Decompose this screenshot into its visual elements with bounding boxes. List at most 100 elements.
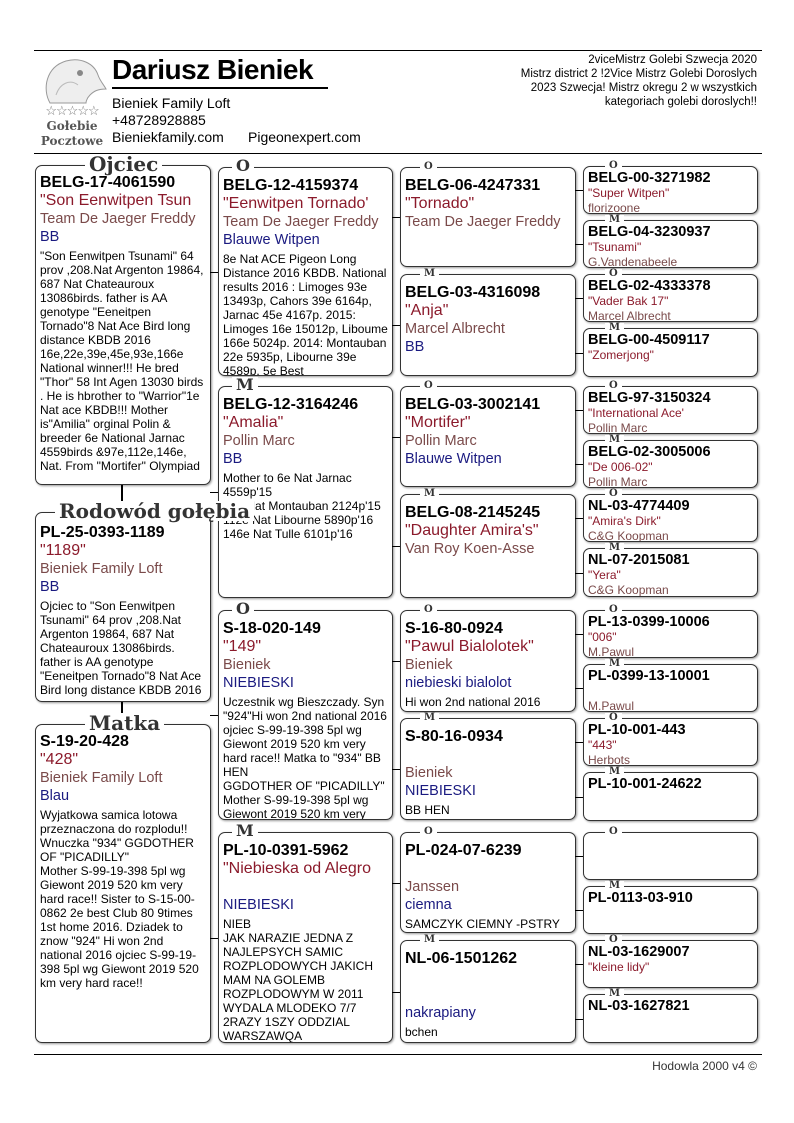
connector-line	[575, 572, 583, 574]
ring-number: BELG-04-3230937	[588, 224, 711, 240]
website-2[interactable]: Pigeonexpert.com	[248, 129, 361, 145]
connector-line	[210, 937, 218, 939]
header-top-rule	[34, 50, 762, 51]
pedigree-card[interactable]: PL-024-07-6239 Janssen ciemna SAMCZYK CIEM…	[400, 832, 576, 933]
breeder-name	[588, 975, 753, 987]
owner-name: Dariusz Bieniek	[112, 54, 314, 85]
achievement-line: kategoriach golebi doroslych!!	[604, 96, 757, 108]
connector-line	[575, 244, 583, 245]
breeder-name: Team De Jaeger Freddy	[223, 214, 379, 230]
breeder-name	[588, 867, 753, 879]
website-1[interactable]: Bieniekfamily.com	[112, 129, 224, 145]
ring-number: PL-25-0393-1189	[40, 524, 165, 541]
pedigree-card[interactable]: BELG-97-3150324 "International Ace' Pollin…	[583, 386, 758, 434]
pedigree-card[interactable]: NL-06-1501262 nakrapiany bchen	[400, 940, 576, 1043]
pigeon-name: "De 006-02"	[588, 460, 653, 474]
pigeon-notes: Wyjatkowa samica lotowa przeznaczona do …	[40, 808, 199, 990]
pedigree-card[interactable]: S-18-020-149 "149" Bieniek NIEBIESKI Uczestn…	[218, 610, 393, 820]
pedigree-card[interactable]: BELG-12-4159374 "Eenwitpen Tornado' Team D…	[218, 167, 393, 376]
card-label: M	[232, 377, 258, 394]
ring-number: BELG-02-4333378	[588, 278, 711, 294]
pedigree-card[interactable]	[583, 832, 758, 880]
breeder-name: C&G Koopman	[588, 583, 669, 597]
connector-line	[575, 634, 583, 635]
card-label: M	[420, 934, 440, 945]
pigeon-name: "Eenwitpen Tornado'	[223, 195, 369, 212]
pigeon-name: "Mortifer"	[405, 414, 471, 431]
connector-line	[392, 436, 400, 438]
ring-number: S-19-20-428	[40, 733, 129, 750]
connector-line	[210, 715, 218, 716]
pedigree-card[interactable]: NL-07-2015081 "Yera" C&G Koopman	[583, 548, 758, 597]
pedigree-card[interactable]: PL-10-0391-5962 "Niebieska od Alegro NIEB…	[218, 832, 393, 1043]
ring-number: NL-03-1627821	[588, 998, 690, 1014]
pigeon-name	[405, 746, 571, 764]
card-label: O	[605, 826, 622, 837]
ring-number: BELG-00-4509117	[588, 332, 710, 348]
card-label: O	[605, 380, 622, 391]
pedigree-card[interactable]: PL-0399-13-10001 M.Pawul	[583, 664, 758, 712]
pedigree-card[interactable]: S-80-16-0934 Bieniek NIEBIESKI BB HEN	[400, 718, 576, 820]
breeder-name: Marcel Albrecht	[588, 309, 671, 322]
plumage-color: niebieski bialolot	[405, 675, 512, 691]
ring-number: PL-10-001-443	[588, 722, 686, 738]
card-label: M	[605, 658, 625, 669]
ring-number: PL-0399-13-10001	[588, 668, 710, 684]
pigeon-notes: NIEB JAK NARAZIE JEDNA Z NAJLEPSYCH SAMI…	[223, 917, 374, 1043]
ring-number: BELG-03-4316098	[405, 284, 541, 301]
pedigree-card[interactable]: BELG-00-3271982 "Super Witpen" florizoone	[583, 166, 758, 214]
ring-number: BELG-12-3164246	[223, 396, 359, 413]
pedigree-card[interactable]: PL-0113-03-910	[583, 886, 758, 934]
phone: +48728928885	[112, 112, 206, 128]
pedigree-card[interactable]: PL-10-001-24622	[583, 772, 758, 821]
achievement-line: 2023 Szwecja! Mistrz okregu 2 w wszystki…	[530, 82, 757, 94]
ring-number: BELG-08-2145245	[405, 504, 541, 521]
pedigree-card[interactable]: BELG-02-4333378 "Vader Bak 17" Marcel Albr…	[583, 274, 758, 322]
ring-number: BELG-00-3271982	[588, 170, 711, 186]
ring-number	[588, 836, 753, 852]
pedigree-card[interactable]: BELG-00-4509117 "Zomerjong"	[583, 328, 758, 377]
plumage-color: BB	[405, 339, 425, 355]
ring-number: S-80-16-0934	[405, 728, 503, 745]
card-label: M	[232, 823, 258, 840]
ring-number: NL-03-1629007	[588, 944, 690, 960]
pedigree-card[interactable]: S-19-20-428 "428" Bieniek Family Loft Blau W…	[35, 724, 211, 1043]
pedigree-card[interactable]: NL-03-4774409 "Amira's Dirk" C&G Koopman	[583, 494, 758, 542]
pedigree-card[interactable]: S-16-80-0924 "Pawul Bialolotek" Bieniek nie…	[400, 610, 576, 712]
pedigree-card[interactable]: NL-03-1627821	[583, 994, 758, 1043]
connector-line	[575, 464, 583, 465]
pedigree-card[interactable]: PL-13-0399-10006 "006" M.Pawul	[583, 610, 758, 658]
pigeon-notes: BB HEN	[405, 803, 450, 817]
pedigree-card[interactable]: BELG-02-3005006 "De 006-02" Pollin Marc	[583, 440, 758, 488]
pedigree-card[interactable]: BELG-03-3002141 "Mortifer" Pollin Marc Blau…	[400, 386, 576, 487]
pedigree-card[interactable]: BELG-17-4061590 "Son Eenwitpen Tsun Team D…	[35, 165, 211, 485]
card-label: M	[605, 214, 625, 225]
pedigree-card[interactable]: PL-25-0393-1189 "1189" Bieniek Family Loft…	[35, 512, 211, 702]
breeder-name: M.Pawul	[588, 699, 635, 712]
breeder-name	[405, 986, 571, 1004]
breeder-name	[588, 807, 753, 820]
pedigree-card[interactable]: PL-10-001-443 "443" Herbots	[583, 718, 758, 766]
pedigree-card[interactable]: NL-03-1629007 "kleine lidy"	[583, 940, 758, 988]
breeder-name	[588, 921, 753, 933]
connector-line	[121, 485, 123, 512]
ring-number: BELG-97-3150324	[588, 390, 711, 406]
card-label: O	[605, 712, 622, 723]
pedigree-card[interactable]: BELG-12-3164246 "Amalia" Pollin Marc BB Moth…	[218, 386, 393, 598]
plumage-color: BB	[40, 229, 60, 245]
pedigree-card[interactable]: BELG-08-2145245 "Daughter Amira's" Van Roy…	[400, 494, 576, 598]
plumage-color: Blauwe Witpen	[405, 451, 502, 467]
pedigree-card[interactable]: BELG-03-4316098 "Anja" Marcel Albrecht BB	[400, 274, 576, 376]
owner-underline	[112, 87, 328, 89]
pigeon-notes: Hi won 2nd national 2016	[405, 695, 541, 709]
pedigree-card[interactable]: BELG-06-4247331 "Tornado" Team De Jaeger F…	[400, 167, 576, 267]
ring-number: S-16-80-0924	[405, 620, 503, 637]
pigeon-name: "kleine lidy"	[588, 960, 650, 974]
pigeon-name	[588, 906, 753, 921]
connector-line	[575, 190, 583, 191]
connector-line	[575, 796, 583, 798]
breeder-name: Team De Jaeger Freddy	[40, 211, 196, 227]
pedigree-card[interactable]: BELG-04-3230937 "Tsunami" G.Vandenabeele	[583, 220, 758, 268]
pigeon-name: "Vader Bak 17"	[588, 294, 669, 308]
card-label: O	[605, 268, 622, 279]
